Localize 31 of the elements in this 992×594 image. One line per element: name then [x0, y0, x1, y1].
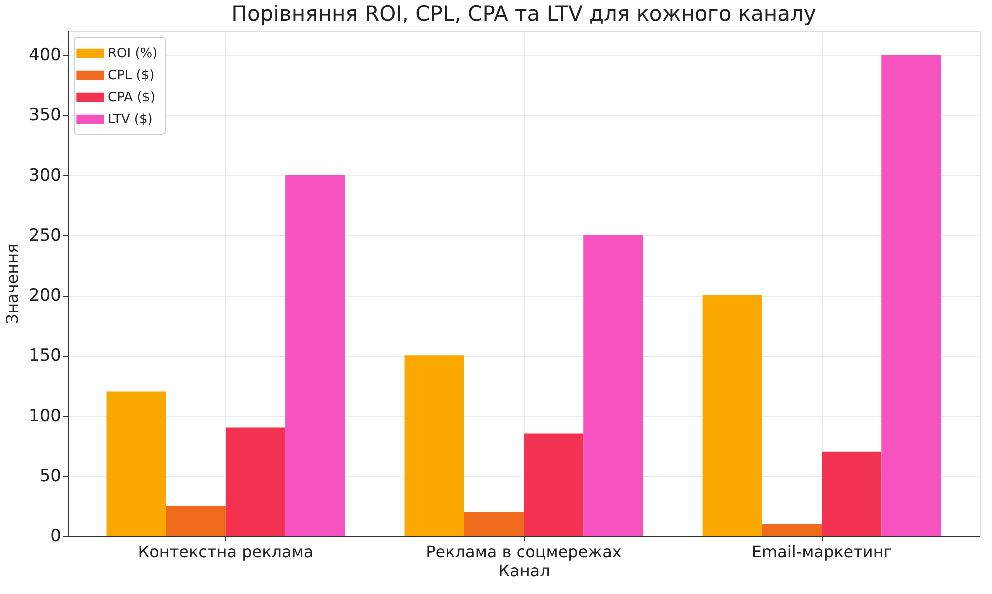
- x-tick-label: Контекстна реклама: [138, 542, 314, 562]
- legend-label: LTV ($): [108, 112, 153, 128]
- y-tick-label: 250: [29, 226, 62, 246]
- y-tick-label: 200: [29, 286, 62, 306]
- y-tick-label: 350: [29, 106, 62, 126]
- bar: [404, 356, 464, 536]
- chart-title: Порівняння ROI, CPL, CPA та LTV для кожного каналу: [232, 2, 816, 26]
- y-tick-label: 100: [29, 406, 62, 426]
- bar: [464, 512, 524, 536]
- y-tick-label: 150: [29, 346, 62, 366]
- bar: [882, 55, 942, 536]
- x-tick-label: Реклама в соцмережах: [426, 542, 622, 562]
- y-tick-label: 50: [40, 466, 62, 486]
- bar: [166, 506, 226, 536]
- bar: [226, 428, 286, 536]
- x-axis-title: Канал: [498, 562, 550, 580]
- legend-label: ROI (%): [108, 46, 158, 62]
- y-tick-label: 0: [50, 526, 62, 546]
- bar: [762, 524, 822, 536]
- bar: [106, 392, 166, 536]
- bar: [822, 452, 882, 536]
- x-tick-label: Email-маркетинг: [752, 542, 892, 562]
- legend-label: CPL ($): [108, 68, 155, 84]
- bar: [524, 434, 584, 536]
- y-tick-label: 300: [29, 166, 62, 186]
- bar: [286, 175, 346, 536]
- y-tick-label: 400: [29, 46, 62, 66]
- legend-label: CPA ($): [108, 90, 156, 106]
- bar: [584, 235, 644, 536]
- bar: [702, 296, 762, 536]
- y-axis-title: Значення: [3, 244, 22, 324]
